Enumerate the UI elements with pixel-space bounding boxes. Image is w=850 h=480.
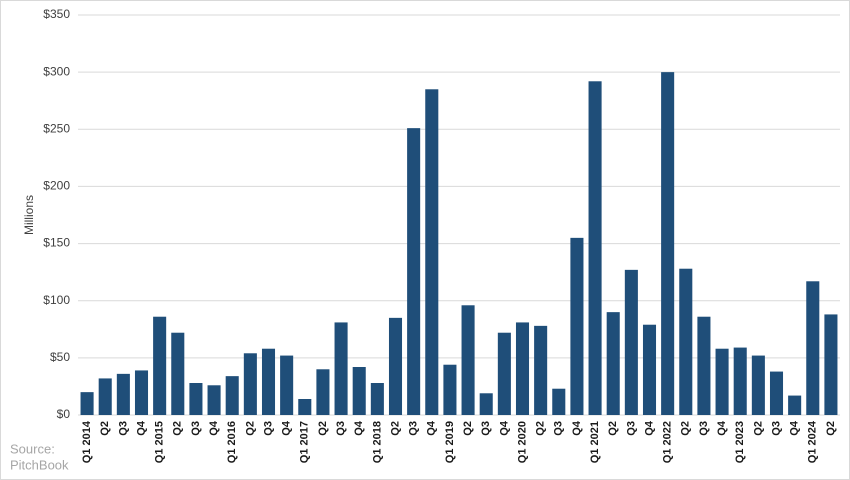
x-tick-label: Q1 2024 [807, 420, 819, 463]
bar [388, 317, 403, 415]
bar [225, 376, 239, 415]
bar [207, 385, 221, 415]
bar [733, 347, 747, 415]
bar [352, 367, 366, 415]
bar [679, 268, 693, 415]
y-axis-label: Millions [22, 195, 36, 235]
bar [479, 393, 493, 415]
bar [570, 237, 584, 415]
bar [824, 314, 838, 415]
x-tick-label: Q4 [135, 420, 147, 436]
bar [461, 305, 475, 415]
bar [715, 348, 729, 415]
x-tick-label: Q1 2019 [444, 421, 456, 463]
x-tick-label: Q1 2021 [589, 421, 601, 463]
bar [661, 72, 675, 416]
x-tick-label: Q4 [643, 420, 655, 436]
y-tick-label: $0 [57, 407, 71, 421]
bar [751, 355, 765, 415]
bar [497, 332, 511, 415]
x-tick-label: Q1 2022 [662, 421, 674, 463]
x-tick-label: Q4 [426, 420, 438, 436]
x-tick-label: Q4 [281, 420, 293, 436]
bar [642, 324, 657, 415]
y-tick-label: $300 [43, 64, 70, 78]
bar [134, 370, 149, 415]
x-tick-label: Q4 [353, 420, 365, 436]
x-tick-label: Q4 [498, 420, 510, 436]
x-tick-label: Q3 [190, 421, 202, 436]
x-tick-label: Q3 [480, 421, 492, 436]
bar [80, 392, 94, 415]
x-tick-label: Q4 [571, 420, 583, 436]
bar [171, 332, 185, 415]
x-tick-label: Q3 [117, 421, 129, 436]
x-tick-label: Q2 [680, 421, 692, 436]
bar [624, 269, 638, 415]
x-tick-label: Q2 [535, 421, 547, 436]
y-tick-label: $250 [43, 121, 70, 135]
bar [261, 348, 276, 415]
x-tick-label: Q3 [770, 421, 782, 436]
bar [407, 128, 421, 415]
x-tick-label: Q4 [716, 420, 728, 436]
x-tick-label: Q2 [389, 421, 401, 436]
x-tick-label: Q3 [335, 421, 347, 436]
bar [552, 388, 566, 415]
x-tick-label: Q2 [99, 421, 111, 436]
bar [443, 364, 457, 415]
bar [788, 395, 802, 415]
x-tick-label: Q3 [408, 421, 420, 436]
bar [697, 316, 711, 415]
x-tick-label: Q4 [208, 420, 220, 436]
x-tick-label: Q1 2014 [81, 420, 93, 463]
y-tick-label: $100 [43, 293, 70, 307]
bar [334, 322, 348, 415]
y-tick-label: $150 [43, 236, 70, 250]
bar [98, 378, 112, 415]
bar [189, 383, 203, 415]
x-tick-label: Q1 2015 [154, 421, 166, 463]
y-tick-label: $200 [43, 179, 70, 193]
x-tick-label: Q2 [607, 421, 619, 436]
bar [116, 373, 130, 415]
bar [280, 355, 294, 415]
x-tick-label: Q1 2020 [516, 421, 528, 463]
bar [606, 312, 620, 415]
bar [588, 81, 602, 416]
bar [298, 399, 312, 415]
y-tick-label: $50 [50, 350, 70, 364]
x-tick-label: Q1 2016 [226, 421, 238, 463]
y-tick-label: $350 [43, 7, 70, 21]
x-tick-label: Q2 [825, 421, 837, 436]
bar [806, 281, 820, 415]
source-label: Source: [10, 441, 55, 456]
bar [534, 325, 548, 415]
x-tick-label: Q1 2023 [734, 421, 746, 463]
x-tick-label: Q1 2017 [299, 421, 311, 463]
source-name: PitchBook [10, 457, 69, 472]
x-tick-label: Q3 [698, 421, 710, 436]
x-tick-label: Q2 [752, 421, 764, 436]
bar [316, 369, 330, 415]
x-tick-label: Q2 [172, 421, 184, 436]
bar [243, 353, 257, 415]
bar [153, 316, 167, 415]
bar [425, 89, 439, 416]
x-tick-label: Q3 [625, 421, 637, 436]
x-tick-label: Q3 [262, 421, 274, 436]
x-tick-label: Q2 [317, 421, 329, 436]
bar [769, 371, 784, 415]
bar [515, 322, 530, 415]
x-tick-label: Q1 2018 [371, 421, 383, 463]
x-tick-label: Q4 [789, 420, 801, 436]
x-tick-label: Q3 [553, 421, 565, 436]
x-tick-label: Q2 [244, 421, 256, 436]
x-tick-label: Q2 [462, 421, 474, 436]
bar [370, 383, 384, 415]
